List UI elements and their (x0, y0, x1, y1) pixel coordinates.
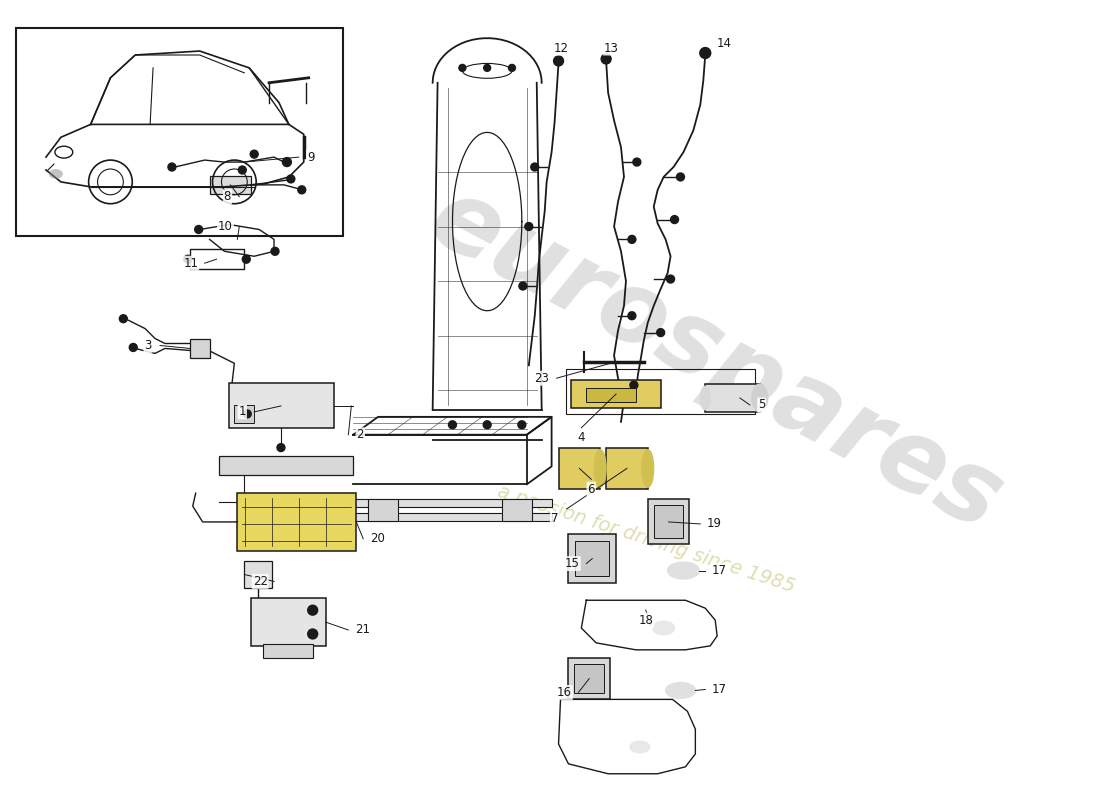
Text: 9: 9 (307, 150, 315, 164)
Text: 17: 17 (712, 564, 727, 577)
Bar (238, 493, 356, 550)
Bar (571, 380, 661, 408)
Ellipse shape (50, 169, 63, 179)
Text: 10: 10 (218, 220, 233, 233)
Bar (648, 499, 690, 544)
Text: 11: 11 (184, 257, 198, 270)
Text: 7: 7 (551, 513, 559, 526)
Circle shape (483, 421, 491, 429)
Bar (502, 499, 531, 521)
Text: 3: 3 (144, 339, 152, 352)
Circle shape (519, 282, 527, 290)
Circle shape (283, 158, 292, 166)
Circle shape (184, 255, 191, 263)
Ellipse shape (594, 450, 606, 487)
Text: 20: 20 (370, 532, 385, 546)
Text: 14: 14 (716, 37, 732, 50)
Text: 22: 22 (253, 575, 267, 588)
Circle shape (120, 314, 128, 322)
Text: eurospares: eurospares (414, 169, 1018, 552)
Ellipse shape (666, 682, 695, 698)
Text: 2: 2 (356, 428, 364, 441)
Circle shape (243, 410, 251, 418)
Circle shape (602, 54, 612, 64)
Bar (575, 541, 609, 577)
Circle shape (449, 421, 456, 429)
Text: 8: 8 (223, 190, 231, 203)
Bar (263, 644, 312, 658)
Text: 4: 4 (578, 431, 585, 444)
Text: 18: 18 (638, 614, 653, 626)
Text: 5: 5 (758, 398, 766, 411)
Circle shape (459, 65, 465, 71)
Text: a passion for driving since 1985: a passion for driving since 1985 (495, 482, 798, 596)
Bar (234, 405, 254, 423)
Bar (569, 658, 611, 699)
Circle shape (168, 163, 176, 171)
Text: 12: 12 (554, 42, 569, 54)
Circle shape (277, 444, 285, 451)
Ellipse shape (630, 741, 650, 753)
Circle shape (130, 343, 138, 351)
Circle shape (700, 47, 711, 58)
Circle shape (242, 255, 250, 263)
Bar (606, 447, 648, 490)
Bar (220, 455, 353, 475)
Circle shape (287, 175, 295, 183)
Text: 21: 21 (355, 623, 370, 637)
Ellipse shape (701, 386, 711, 410)
Bar (705, 384, 760, 412)
Circle shape (250, 150, 258, 158)
Circle shape (628, 235, 636, 243)
Bar (653, 505, 683, 538)
Text: 13: 13 (604, 42, 618, 54)
Circle shape (667, 275, 674, 283)
Bar (586, 388, 636, 402)
Bar (16, 28, 343, 237)
Text: 17: 17 (712, 683, 727, 696)
Circle shape (676, 173, 684, 181)
Circle shape (632, 158, 641, 166)
Circle shape (308, 629, 318, 639)
Bar (244, 561, 272, 588)
Bar (210, 176, 251, 194)
Circle shape (628, 312, 636, 320)
Text: 1: 1 (239, 406, 246, 418)
Text: 23: 23 (535, 372, 549, 385)
Text: 6: 6 (587, 482, 595, 496)
Circle shape (271, 247, 279, 255)
Text: 16: 16 (557, 686, 572, 699)
Bar (230, 383, 333, 428)
Circle shape (518, 421, 526, 429)
Circle shape (298, 186, 306, 194)
Circle shape (239, 166, 246, 174)
Bar (566, 370, 755, 414)
Circle shape (308, 606, 318, 615)
Text: 19: 19 (706, 518, 722, 530)
Circle shape (671, 216, 679, 223)
Bar (190, 338, 210, 358)
Ellipse shape (668, 562, 700, 579)
Bar (574, 664, 604, 694)
Bar (251, 598, 326, 646)
Text: 15: 15 (565, 557, 580, 570)
Ellipse shape (652, 621, 674, 635)
Circle shape (657, 329, 664, 337)
Circle shape (630, 381, 638, 389)
Circle shape (508, 65, 516, 71)
Circle shape (531, 163, 539, 171)
Bar (569, 534, 616, 583)
Bar (368, 499, 398, 521)
Circle shape (484, 65, 491, 71)
Bar (559, 447, 601, 490)
Ellipse shape (752, 384, 768, 412)
Bar (339, 513, 551, 521)
Circle shape (525, 222, 532, 230)
Circle shape (553, 56, 563, 66)
Circle shape (195, 226, 202, 234)
Bar (339, 499, 551, 507)
Ellipse shape (641, 450, 653, 487)
